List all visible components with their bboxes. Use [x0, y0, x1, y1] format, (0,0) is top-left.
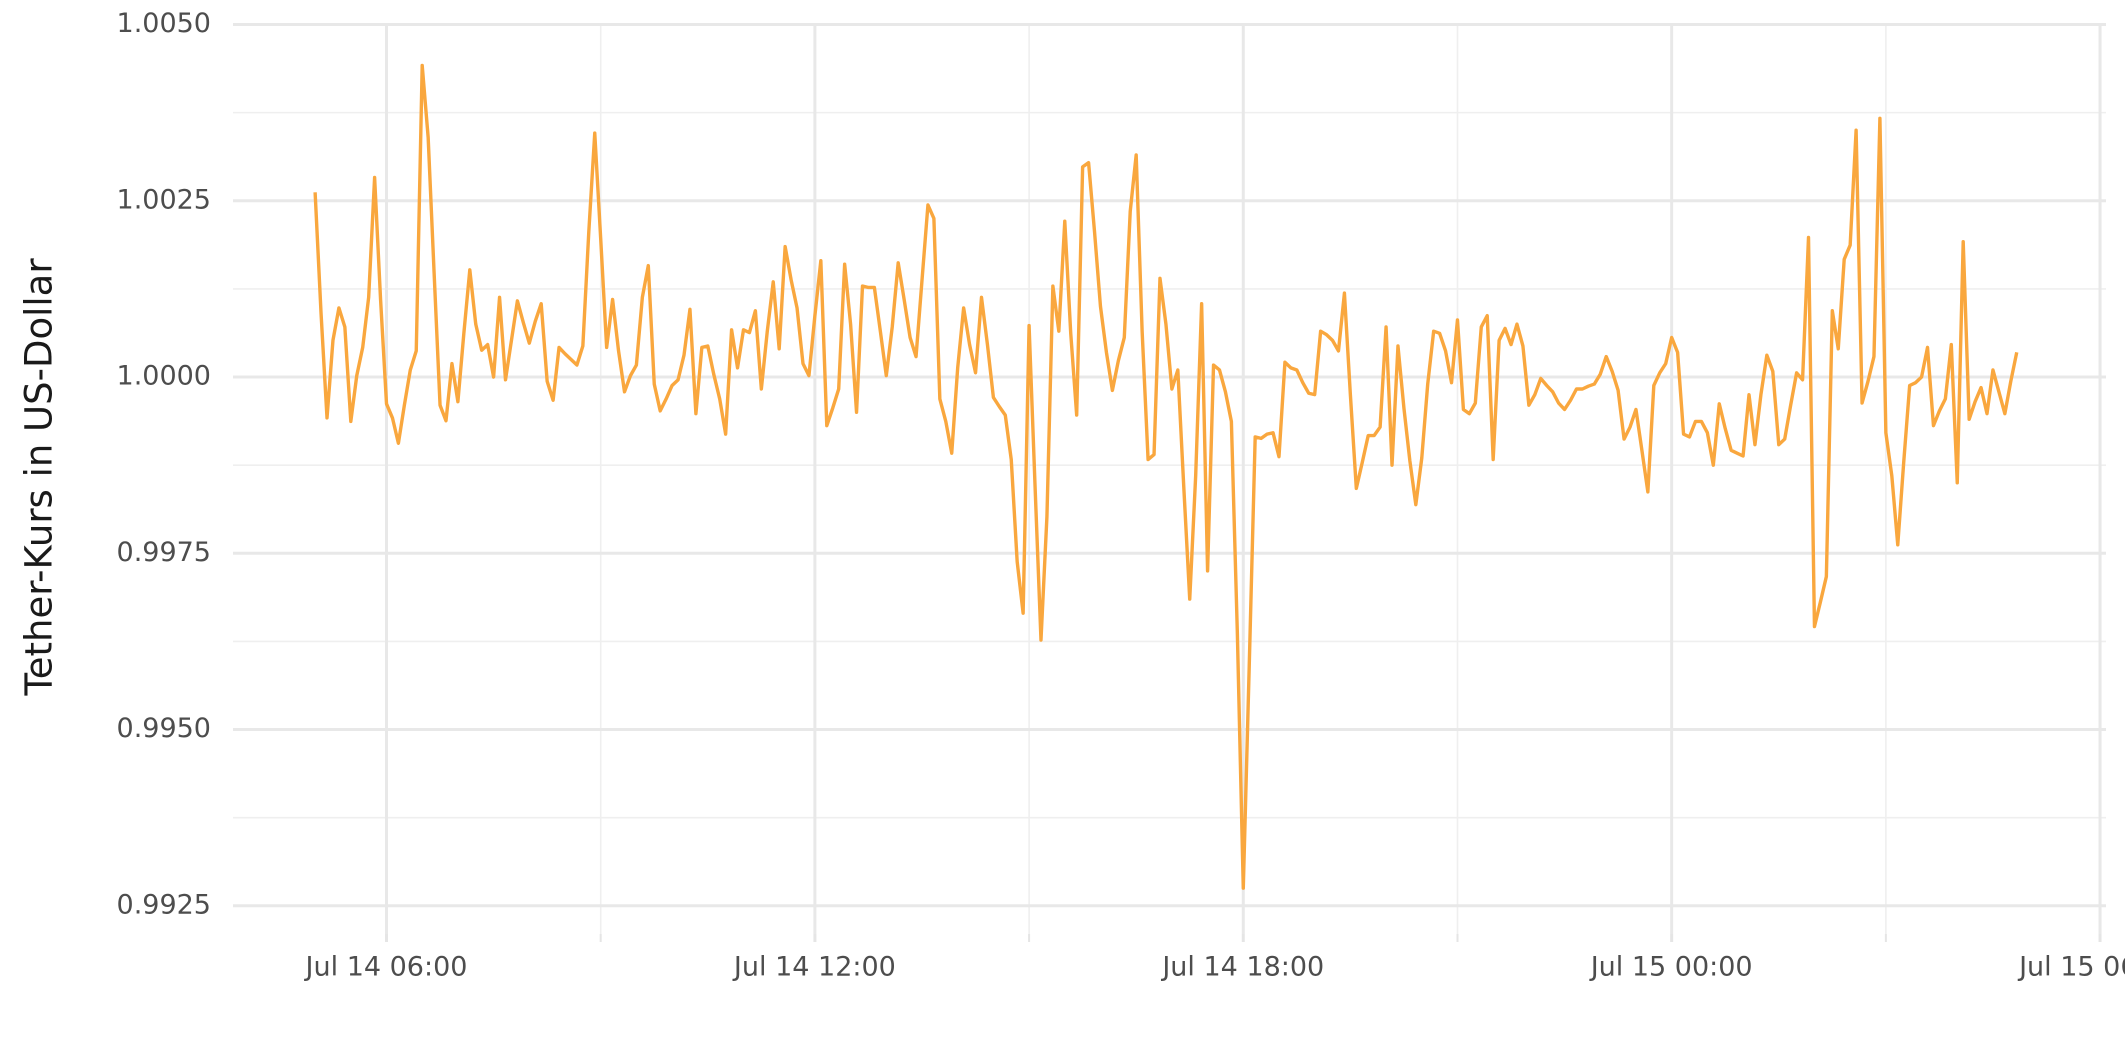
- x-tick-label: Jul 15 06:00: [2017, 952, 2125, 983]
- y-axis-title: Tether-Kurs in US-Dollar: [18, 258, 61, 697]
- x-tick-label: Jul 14 12:00: [732, 952, 896, 983]
- y-tick-label: 1.0050: [117, 8, 211, 39]
- y-tick-label: 0.9975: [117, 537, 211, 568]
- x-tick-label: Jul 14 06:00: [304, 952, 468, 983]
- y-tick-label: 0.9925: [117, 889, 211, 920]
- y-tick-label: 1.0000: [117, 361, 211, 392]
- y-tick-label: 0.9950: [117, 713, 211, 744]
- y-tick-label: 1.0025: [117, 184, 211, 215]
- price-line: [313, 63, 2019, 890]
- x-tick-label: Jul 15 00:00: [1589, 952, 1753, 983]
- x-tick-label: Jul 14 18:00: [1160, 952, 1324, 983]
